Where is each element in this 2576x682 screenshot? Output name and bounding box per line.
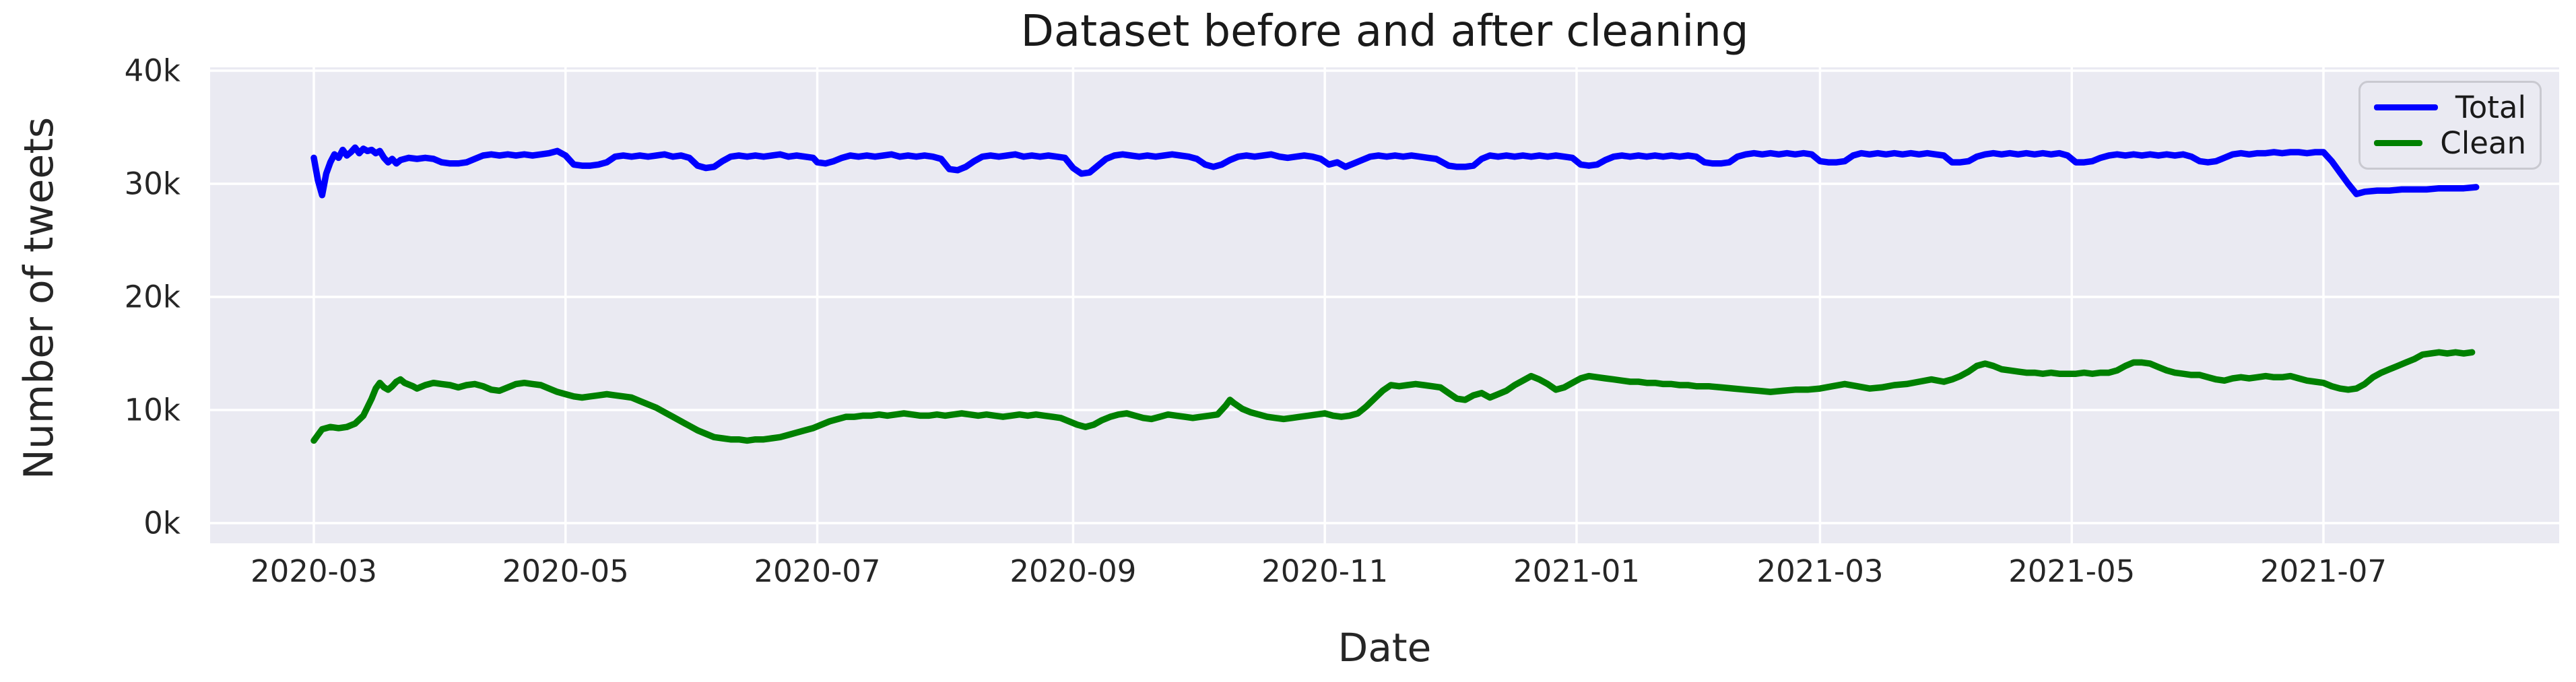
y-tick-label: 40k (124, 53, 180, 89)
y-tick-label: 30k (124, 166, 180, 202)
x-tick-label: 2020-07 (754, 553, 881, 589)
legend: Total Clean (2358, 81, 2542, 170)
x-tick-label: 2021-07 (2259, 553, 2387, 589)
x-tick-label: 2021-01 (1513, 553, 1640, 589)
y-tick-label: 10k (124, 392, 180, 428)
x-tick-label: 2020-09 (1010, 553, 1137, 589)
x-tick-label: 2020-11 (1261, 553, 1389, 589)
x-tick-label: 2020-03 (250, 553, 378, 589)
y-tick-label: 20k (124, 279, 180, 315)
x-tick-label: 2020-05 (502, 553, 629, 589)
legend-row-clean: Clean (2374, 125, 2526, 161)
legend-label-clean: Clean (2440, 125, 2526, 161)
x-tick-label: 2021-03 (1756, 553, 1884, 589)
series-line-total (310, 144, 2480, 199)
legend-label-total: Total (2455, 90, 2526, 125)
series-line-clean (310, 349, 2476, 444)
clean-line-swatch-icon (2374, 140, 2423, 146)
plot-panel (210, 67, 2559, 543)
x-tick-label: 2021-05 (2008, 553, 2136, 589)
chart-title: Dataset before and after cleaning (1020, 7, 1749, 57)
x-axis-label: Date (1337, 625, 1432, 671)
y-tick-label: 0k (143, 505, 180, 541)
legend-row-total: Total (2374, 90, 2526, 125)
total-line-swatch-icon (2374, 104, 2438, 110)
